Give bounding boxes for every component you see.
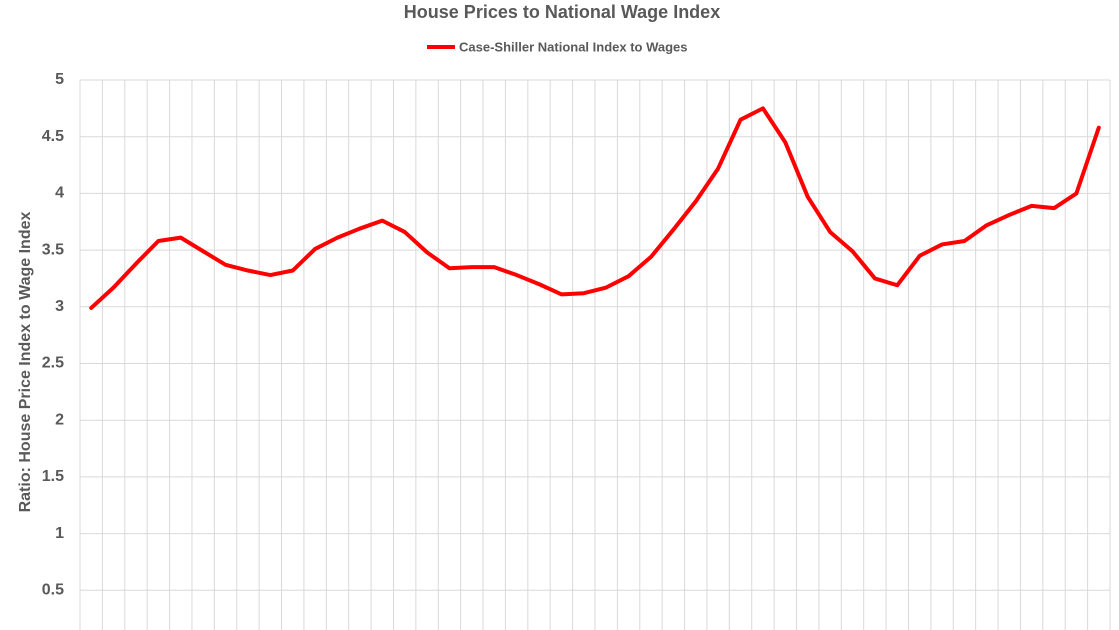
y-tick-label: 4.5	[42, 128, 64, 145]
y-tick-label: 4	[55, 185, 64, 202]
y-axis-label: Ratio: House Price Index to Wage Index	[17, 212, 34, 513]
y-tick-label: 1	[55, 525, 64, 542]
y-tick-label: 1.5	[42, 468, 64, 485]
chart-title: House Prices to National Wage Index	[404, 2, 720, 22]
legend-label: Case-Shiller National Index to Wages	[459, 39, 688, 54]
line-series	[89, 106, 1101, 310]
y-tick-label: 0.5	[42, 582, 64, 599]
y-tick-label: 3.5	[42, 241, 64, 258]
y-tick-label: 2.5	[42, 355, 64, 372]
y-tick-label: 3	[55, 298, 64, 315]
y-tick-label: 5	[55, 71, 64, 88]
y-tick-label: 2	[55, 411, 64, 428]
